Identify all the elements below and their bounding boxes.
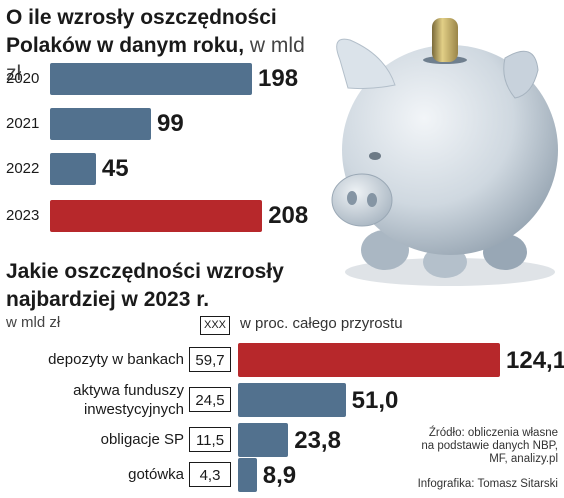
category-label-line: inwestycyjnych xyxy=(83,401,184,418)
pig-eye xyxy=(369,152,381,160)
coin xyxy=(432,18,458,62)
year-label: 2022 xyxy=(6,160,40,177)
legend-box: XXX xyxy=(200,316,230,335)
chart1-title: O ile wzrosły oszczędności Polaków w dan… xyxy=(6,4,306,88)
value-label: 198 xyxy=(258,65,299,92)
chart1-unit: w mld zł xyxy=(6,34,305,85)
percent-box: 59,7 xyxy=(189,347,231,372)
category-label: obligacje SP xyxy=(4,430,184,449)
category-label-line: gotówka xyxy=(128,466,184,483)
pig-ear xyxy=(336,38,396,90)
percent-box: 24,5 xyxy=(189,387,231,412)
category-label: gotówka xyxy=(4,465,184,484)
category-label: depozyty w bankach xyxy=(4,350,184,369)
bar-2022 xyxy=(50,153,96,185)
category-label-line: aktywa funduszy xyxy=(73,382,184,399)
category-label: aktywa funduszy inwestycyjnych xyxy=(4,381,184,419)
percent-box: 11,5 xyxy=(189,427,231,452)
legend-text: w proc. całego przyrostu xyxy=(240,315,403,332)
piggy-bank-illustration xyxy=(331,18,558,286)
bar-2023 xyxy=(50,200,263,232)
bar-1 xyxy=(238,383,346,417)
value-label: 23,8 xyxy=(294,427,341,454)
source-note: Źródło: obliczenia własne na podstawie d… xyxy=(358,427,558,466)
year-label: 2020 xyxy=(6,70,40,87)
category-label-line: obligacje SP xyxy=(100,431,184,448)
chart2-unit: w mld zł xyxy=(6,314,61,331)
value-label: 99 xyxy=(157,110,184,137)
value-label: 45 xyxy=(101,155,129,182)
category-label-line: depozyty w bankach xyxy=(48,351,184,368)
value-label: 124,1 xyxy=(506,347,564,374)
pig-body xyxy=(342,45,558,255)
value-label: 8,9 xyxy=(262,462,297,489)
percent-box: 4,3 xyxy=(189,462,231,487)
source-line: MF, analizy.pl xyxy=(489,453,558,465)
bar-3 xyxy=(238,458,257,492)
bar-0 xyxy=(238,343,500,377)
year-label: 2023 xyxy=(6,207,40,224)
chart1-title-text: O ile wzrosły oszczędności Polaków w dan… xyxy=(6,6,277,57)
chart2-title: Jakie oszczędności wzrosły najbardziej w… xyxy=(6,260,284,311)
year-label: 2021 xyxy=(6,115,40,132)
bar-2020 xyxy=(50,63,252,95)
bar-2 xyxy=(238,423,289,457)
pig-snout xyxy=(331,173,393,227)
credit: Infografika: Tomasz Sitarski xyxy=(417,478,558,490)
pig-ear xyxy=(503,50,539,99)
value-label: 51,0 xyxy=(351,387,399,414)
source-line: Źródło: obliczenia własne xyxy=(428,427,558,439)
value-label: 208 xyxy=(268,202,309,229)
source-line: na podstawie danych NBP, xyxy=(421,440,558,452)
bar-2021 xyxy=(50,108,151,140)
